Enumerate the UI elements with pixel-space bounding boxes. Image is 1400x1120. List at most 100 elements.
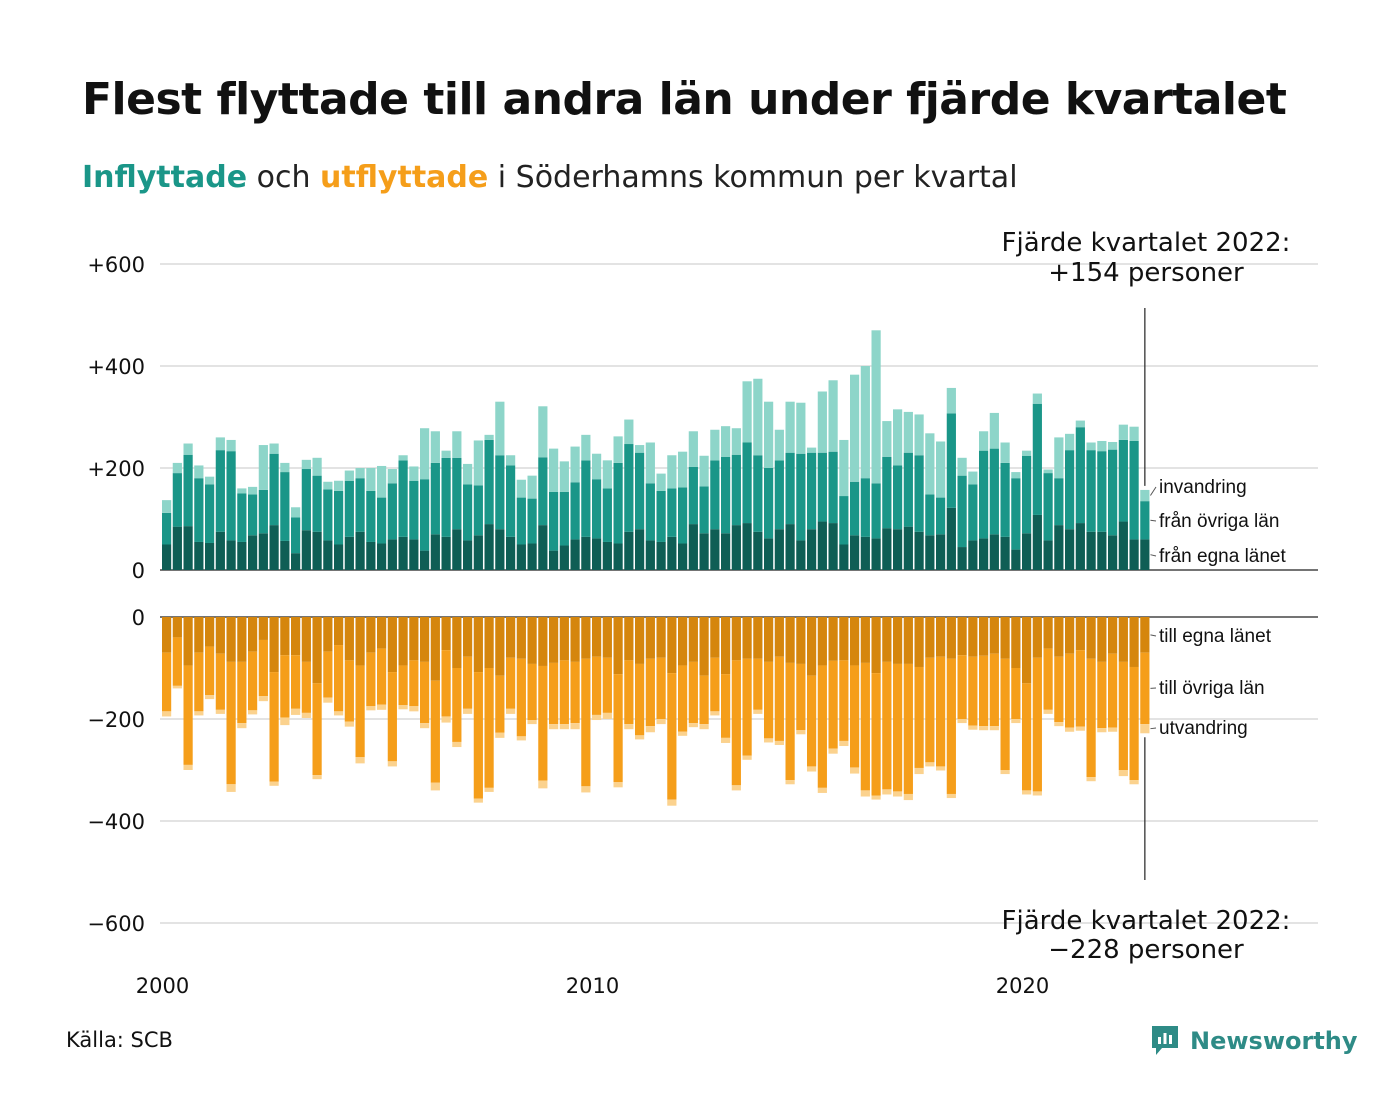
- bar-immigration: [484, 434, 494, 440]
- bar-outflow-own-county: [817, 617, 827, 666]
- y-tick-label: +200: [87, 457, 145, 481]
- legend-outflow-own-county: till egna länet: [1159, 626, 1272, 647]
- bar-outflow-own-county: [420, 617, 430, 662]
- bar-immigration: [344, 470, 354, 481]
- bar-outflow-other-counties: [366, 652, 376, 707]
- bar-inflow-own-county: [753, 531, 763, 570]
- bar-inflow-other-counties: [753, 455, 763, 532]
- bar-inflow-own-county: [162, 544, 172, 570]
- bar-inflow-other-counties: [387, 483, 397, 540]
- bar-inflow-other-counties: [602, 488, 612, 542]
- bar-immigration: [1075, 420, 1085, 428]
- bar-immigration: [441, 450, 451, 458]
- bar-inflow-other-counties: [817, 452, 827, 522]
- bar-outflow-other-counties: [699, 675, 709, 725]
- bar-inflow-other-counties: [731, 454, 741, 526]
- bar-immigration: [377, 465, 387, 498]
- bar-inflow-other-counties: [721, 456, 731, 534]
- bar-emigration: [774, 740, 784, 746]
- bar-inflow-own-county: [882, 528, 892, 570]
- bar-immigration: [1097, 440, 1107, 452]
- bar-inflow-own-county: [1054, 525, 1064, 570]
- bar-outflow-own-county: [936, 617, 946, 657]
- y-tick-label: 0: [132, 559, 145, 583]
- bar-immigration: [1129, 426, 1139, 441]
- bar-immigration: [936, 441, 946, 498]
- bar-inflow-own-county: [710, 529, 720, 570]
- bar-immigration: [645, 442, 655, 484]
- bar-outflow-other-counties: [807, 675, 817, 767]
- bar-inflow-own-county: [688, 524, 698, 570]
- bar-inflow-other-counties: [1043, 473, 1053, 541]
- bar-inflow-other-counties: [903, 452, 913, 527]
- bar-inflow-own-county: [613, 543, 623, 570]
- bar-inflow-own-county: [194, 541, 204, 570]
- bar-inflow-other-counties: [957, 475, 967, 548]
- bar-emigration: [420, 723, 430, 729]
- y-tick-label: −400: [87, 810, 145, 834]
- bar-outflow-other-counties: [774, 656, 784, 741]
- bar-emigration: [1054, 722, 1064, 727]
- bar-emigration: [710, 711, 720, 716]
- bar-inflow-other-counties: [1000, 462, 1010, 537]
- bar-inflow-other-counties: [527, 498, 537, 544]
- bar-outflow-own-county: [312, 617, 322, 684]
- bar-immigration: [1108, 441, 1118, 450]
- bar-inflow-own-county: [409, 539, 419, 570]
- bar-immigration: [860, 366, 870, 479]
- bar-immigration: [914, 414, 924, 456]
- bar-emigration: [280, 717, 290, 726]
- bar-emigration: [398, 705, 408, 710]
- bar-inflow-other-counties: [667, 488, 677, 537]
- bar-immigration: [495, 401, 505, 456]
- bar-outflow-other-counties: [1097, 661, 1107, 729]
- bar-outflow-other-counties: [248, 651, 258, 711]
- bar-outflow-other-counties: [420, 661, 430, 724]
- bar-immigration: [549, 448, 559, 492]
- bar-outflow-other-counties: [570, 661, 580, 724]
- bar-immigration: [807, 447, 817, 453]
- bar-inflow-other-counties: [1140, 501, 1150, 540]
- bar-outflow-other-counties: [903, 663, 913, 794]
- bar-inflow-other-counties: [301, 469, 311, 531]
- bar-immigration: [839, 439, 849, 497]
- bar-emigration: [183, 764, 193, 770]
- bar-outflow-other-counties: [1086, 658, 1096, 778]
- bar-emigration: [205, 695, 215, 700]
- chart-subtitle: Inflyttade och utflyttade i Söderhamns k…: [82, 160, 1018, 195]
- bar-immigration: [409, 466, 419, 481]
- bar-immigration: [387, 469, 397, 484]
- bar-inflow-own-county: [312, 531, 322, 570]
- bar-inflow-own-county: [570, 539, 580, 570]
- bar-inflow-own-county: [592, 538, 602, 570]
- bar-outflow-other-counties: [710, 657, 720, 712]
- bar-inflow-own-county: [871, 538, 881, 570]
- annotation-bottom-line2: −228 personer: [1048, 935, 1244, 965]
- bar-immigration: [656, 473, 666, 491]
- bar-immigration: [269, 443, 279, 454]
- bar-inflow-own-county: [527, 543, 537, 570]
- bar-outflow-other-counties: [527, 663, 537, 721]
- bar-inflow-other-counties: [441, 457, 451, 537]
- bar-immigration: [1054, 437, 1064, 479]
- bar-inflow-own-county: [946, 507, 956, 570]
- brand-logo[interactable]: Newsworthy: [1150, 1024, 1358, 1058]
- bar-outflow-own-county: [774, 617, 784, 657]
- bar-inflow-own-county: [441, 536, 451, 570]
- bar-inflow-other-counties: [205, 484, 215, 543]
- bar-emigration: [441, 716, 451, 723]
- bar-emigration: [882, 789, 892, 795]
- bar-outflow-own-county: [979, 617, 989, 656]
- bar-inflow-own-county: [258, 533, 268, 570]
- bar-outflow-own-county: [409, 617, 419, 661]
- bar-immigration: [785, 401, 795, 453]
- bar-inflow-own-county: [484, 524, 494, 570]
- bar-emigration: [291, 708, 301, 715]
- bar-inflow-own-county: [925, 535, 935, 570]
- bar-inflow-own-county: [205, 542, 215, 570]
- bar-inflow-own-county: [667, 536, 677, 570]
- bar-outflow-own-county: [355, 617, 365, 666]
- bar-outflow-other-counties: [334, 645, 344, 712]
- bar-inflow-own-county: [764, 538, 774, 570]
- bar-immigration: [366, 468, 376, 491]
